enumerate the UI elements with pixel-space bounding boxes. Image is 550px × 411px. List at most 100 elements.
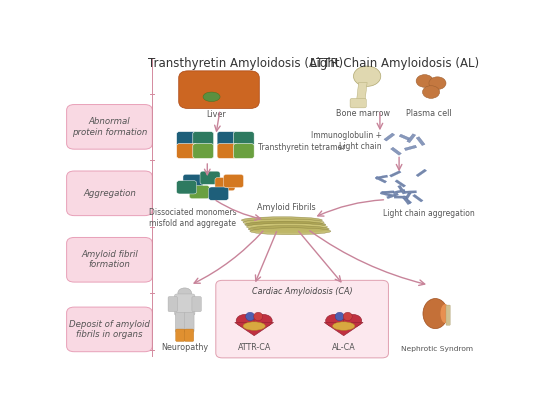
- Bar: [384, 133, 395, 141]
- Polygon shape: [356, 83, 367, 102]
- Text: Immunoglobulin +
Light chain: Immunoglobulin + Light chain: [311, 132, 382, 151]
- Bar: [393, 189, 405, 194]
- Circle shape: [416, 75, 433, 87]
- Ellipse shape: [335, 312, 344, 321]
- Ellipse shape: [203, 92, 220, 102]
- Bar: [407, 134, 416, 143]
- FancyBboxPatch shape: [446, 305, 450, 325]
- FancyBboxPatch shape: [67, 307, 152, 352]
- FancyBboxPatch shape: [174, 294, 195, 316]
- FancyBboxPatch shape: [177, 181, 197, 194]
- Text: Plasma cell: Plasma cell: [406, 109, 452, 118]
- Bar: [404, 192, 411, 201]
- Ellipse shape: [246, 312, 255, 321]
- FancyBboxPatch shape: [223, 174, 244, 187]
- FancyBboxPatch shape: [175, 312, 185, 332]
- FancyBboxPatch shape: [215, 178, 235, 191]
- FancyBboxPatch shape: [233, 132, 254, 146]
- Ellipse shape: [245, 221, 326, 228]
- Text: Dissociated monomers
misfold and aggregate: Dissociated monomers misfold and aggrega…: [148, 208, 236, 228]
- Ellipse shape: [250, 228, 331, 235]
- Bar: [402, 196, 410, 205]
- Text: Liver: Liver: [206, 111, 225, 120]
- FancyBboxPatch shape: [67, 238, 152, 282]
- FancyBboxPatch shape: [193, 143, 213, 159]
- Circle shape: [354, 66, 381, 86]
- Bar: [412, 194, 423, 202]
- FancyBboxPatch shape: [177, 132, 197, 146]
- Text: Bone marrow: Bone marrow: [336, 109, 390, 118]
- Text: Transthyretin Amyloidosis (ATTR): Transthyretin Amyloidosis (ATTR): [148, 57, 343, 70]
- Ellipse shape: [423, 298, 448, 329]
- Text: Abnormal
protein formation: Abnormal protein formation: [72, 117, 147, 136]
- Text: ATTR-CA: ATTR-CA: [238, 344, 271, 353]
- Ellipse shape: [243, 322, 265, 330]
- FancyBboxPatch shape: [192, 296, 201, 312]
- FancyBboxPatch shape: [217, 143, 238, 159]
- Text: Nephrotic Syndrom: Nephrotic Syndrom: [402, 346, 474, 353]
- Text: Deposit of amyloid
fibrils in organs: Deposit of amyloid fibrils in organs: [69, 320, 150, 339]
- Ellipse shape: [184, 73, 213, 89]
- Bar: [376, 175, 388, 179]
- Text: Neuropathy: Neuropathy: [161, 344, 208, 353]
- Bar: [398, 185, 406, 194]
- Text: Light Chain Amyloidosis (AL): Light Chain Amyloidosis (AL): [310, 57, 480, 70]
- FancyBboxPatch shape: [200, 171, 220, 185]
- Text: AL-CA: AL-CA: [332, 344, 355, 353]
- Ellipse shape: [241, 217, 322, 224]
- FancyBboxPatch shape: [185, 329, 194, 342]
- FancyBboxPatch shape: [177, 143, 197, 159]
- FancyBboxPatch shape: [216, 280, 388, 358]
- FancyBboxPatch shape: [217, 132, 238, 146]
- Ellipse shape: [254, 312, 263, 321]
- Bar: [395, 180, 406, 187]
- FancyBboxPatch shape: [184, 312, 194, 332]
- Ellipse shape: [344, 314, 362, 327]
- Ellipse shape: [254, 314, 272, 327]
- FancyBboxPatch shape: [67, 104, 152, 149]
- Ellipse shape: [236, 314, 254, 327]
- Bar: [416, 137, 425, 145]
- Ellipse shape: [333, 322, 355, 330]
- Text: Amyloid fibril
formation: Amyloid fibril formation: [81, 250, 138, 270]
- Ellipse shape: [343, 312, 352, 321]
- FancyBboxPatch shape: [233, 143, 254, 159]
- Text: Cardiac Amyloidosis (CA): Cardiac Amyloidosis (CA): [252, 287, 353, 296]
- Polygon shape: [235, 323, 273, 336]
- FancyBboxPatch shape: [67, 171, 152, 216]
- Bar: [399, 134, 411, 141]
- FancyBboxPatch shape: [193, 132, 213, 146]
- Ellipse shape: [441, 304, 450, 323]
- FancyBboxPatch shape: [168, 296, 178, 312]
- Bar: [390, 147, 402, 155]
- Bar: [387, 193, 399, 199]
- FancyBboxPatch shape: [189, 185, 210, 199]
- Bar: [394, 196, 406, 198]
- Bar: [404, 145, 417, 150]
- Circle shape: [429, 77, 446, 90]
- Text: Amyloid Fibrils: Amyloid Fibrils: [257, 203, 316, 212]
- FancyBboxPatch shape: [179, 71, 259, 109]
- FancyBboxPatch shape: [183, 174, 203, 187]
- Text: Light chain aggregation: Light chain aggregation: [383, 208, 475, 217]
- Circle shape: [178, 288, 191, 298]
- FancyBboxPatch shape: [208, 187, 229, 200]
- Bar: [380, 192, 392, 197]
- Polygon shape: [324, 323, 363, 336]
- Ellipse shape: [243, 219, 324, 226]
- Ellipse shape: [226, 73, 249, 86]
- Text: Aggregation: Aggregation: [83, 189, 136, 198]
- Bar: [402, 196, 412, 204]
- Text: Transthyretin tetramer: Transthyretin tetramer: [258, 143, 346, 152]
- Bar: [375, 176, 387, 183]
- Ellipse shape: [246, 224, 327, 230]
- Bar: [382, 191, 394, 194]
- Ellipse shape: [248, 226, 329, 233]
- Circle shape: [422, 86, 439, 98]
- Bar: [416, 169, 427, 177]
- Bar: [389, 171, 401, 177]
- Bar: [404, 191, 416, 193]
- FancyBboxPatch shape: [176, 329, 185, 342]
- FancyBboxPatch shape: [350, 98, 366, 108]
- Ellipse shape: [326, 314, 344, 327]
